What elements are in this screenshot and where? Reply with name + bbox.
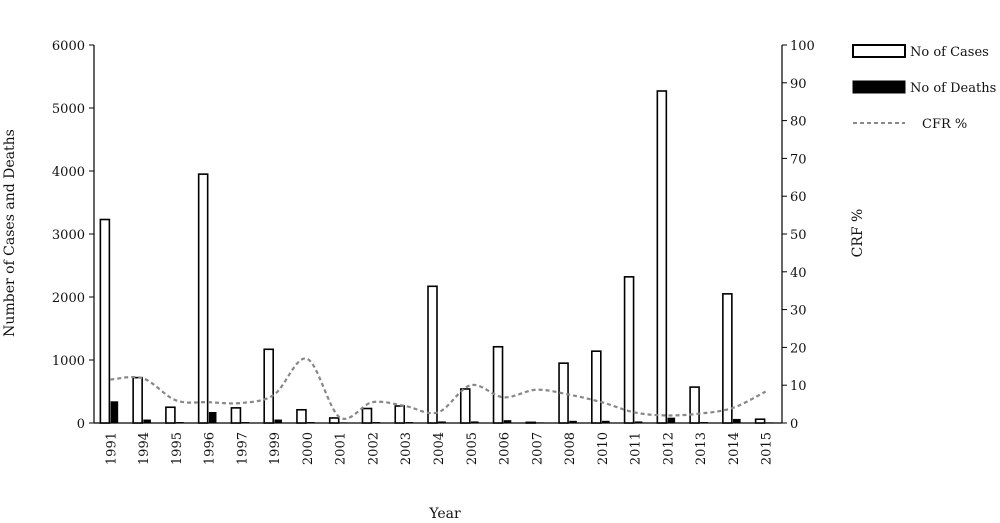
right-tick-label: 90 (790, 77, 807, 92)
right-tick-label: 10 (790, 379, 807, 394)
bar-cases (230, 407, 242, 424)
right-tick-label: 0 (790, 417, 798, 432)
bar-deaths (470, 421, 479, 424)
cfr-line (110, 357, 767, 420)
bar-deaths (143, 419, 151, 424)
legend-label-cases: No of Cases (910, 45, 989, 60)
right-tick-label: 40 (790, 266, 807, 281)
x-tick-label: 2008 (563, 432, 578, 465)
bar-cases (459, 388, 471, 424)
bar-deaths (700, 422, 708, 424)
x-tick-label: 1997 (235, 432, 250, 465)
left-tick-label: 1000 (52, 354, 85, 369)
bar-deaths (634, 421, 643, 424)
left-tick-label: 5000 (52, 102, 85, 117)
x-tick-label: 2010 (596, 432, 611, 465)
bar-cases (656, 90, 668, 424)
bar-cases (427, 285, 438, 424)
x-tick-label: 2005 (465, 432, 480, 465)
bar-deaths (372, 422, 381, 424)
x-tick-label: 2006 (498, 432, 513, 465)
bar-deaths (765, 422, 774, 424)
right-tick-label: 30 (790, 304, 807, 319)
x-tick-label: 1996 (203, 432, 218, 465)
x-tick-label: 2000 (301, 432, 316, 465)
left-tick-label: 2000 (52, 291, 85, 306)
right-tick-label: 60 (790, 190, 807, 205)
bar-cases (328, 417, 340, 424)
y2-axis-label: CRF % (850, 209, 866, 258)
x-axis-label: Year (428, 506, 461, 522)
bar-deaths (274, 419, 282, 424)
legend-swatch-deaths (852, 80, 906, 94)
bar-cases (722, 293, 733, 424)
x-axis: 1991 1994 1995 1996 1997 1999 2000 2001 2002 2003… (94, 422, 782, 465)
bar-deaths (667, 417, 676, 424)
bar-deaths (503, 420, 512, 424)
right-tick-label: 50 (790, 228, 807, 243)
x-tick-label: 2014 (727, 432, 742, 465)
right-tick-label: 20 (790, 341, 807, 356)
bar-deaths (176, 422, 184, 424)
bar-deaths (307, 422, 315, 424)
left-tick-label: 6000 (52, 39, 85, 54)
x-tick-label: 1995 (170, 432, 185, 465)
bar-deaths (405, 422, 414, 424)
legend-label-deaths: No of Deaths (910, 81, 996, 96)
bar-deaths (339, 422, 348, 424)
bar-cases (689, 386, 700, 424)
x-tick-label: 2015 (760, 432, 775, 465)
x-tick-label: 2013 (694, 432, 709, 465)
bar-deaths (569, 420, 577, 424)
x-tick-label: 2007 (530, 432, 545, 465)
left-tick-label: 4000 (52, 165, 85, 180)
bar-deaths (602, 420, 610, 424)
bar-deaths (536, 422, 545, 424)
left-tick-label: 0 (77, 417, 85, 432)
bar-cases (132, 376, 143, 424)
x-tick-label: 2012 (661, 432, 676, 465)
x-tick-label: 2003 (399, 432, 414, 465)
bar-cases (296, 408, 307, 424)
legend: No of Cases No of Deaths CFR % (852, 44, 996, 132)
x-tick-label: 1999 (268, 432, 283, 465)
left-tick-label: 3000 (52, 228, 85, 243)
right-tick-label: 80 (790, 115, 807, 130)
bar-deaths (241, 422, 250, 424)
right-axis: 0 10 20 30 40 50 60 70 80 90 100 (781, 39, 815, 432)
bar-cases (361, 407, 373, 424)
cfr-line-group (110, 357, 767, 420)
legend-label-cfr: CFR % (922, 117, 967, 132)
bar-cases (623, 276, 635, 424)
bar-cases (525, 421, 537, 424)
left-axis: 0 1000 2000 3000 4000 5000 6000 (52, 39, 95, 432)
x-tick-label: 2001 (334, 432, 349, 465)
bar-cases (394, 405, 406, 424)
x-tick-label: 1994 (137, 432, 152, 465)
bar-cases (197, 173, 209, 424)
x-tick-label: 2004 (432, 432, 447, 465)
bar-cases (754, 418, 766, 424)
right-tick-label: 100 (790, 39, 815, 54)
bar-cases (99, 218, 111, 424)
bar-deaths (208, 411, 217, 424)
legend-swatch-cases (852, 44, 906, 58)
bar-cases (165, 406, 176, 424)
x-tick-label: 2002 (366, 432, 381, 465)
x-tick-label: 2011 (629, 432, 644, 465)
x-tick-label: 1991 (104, 432, 119, 465)
bar-cases (591, 350, 602, 424)
bar-cases (263, 348, 274, 424)
bar-deaths (438, 421, 446, 424)
bars (99, 90, 774, 424)
bar-cases (492, 345, 504, 424)
right-tick-label: 70 (790, 152, 807, 167)
bar-deaths (733, 418, 741, 424)
y-axis-label: Number of Cases and Deaths (2, 129, 18, 337)
bar-deaths (110, 401, 119, 424)
